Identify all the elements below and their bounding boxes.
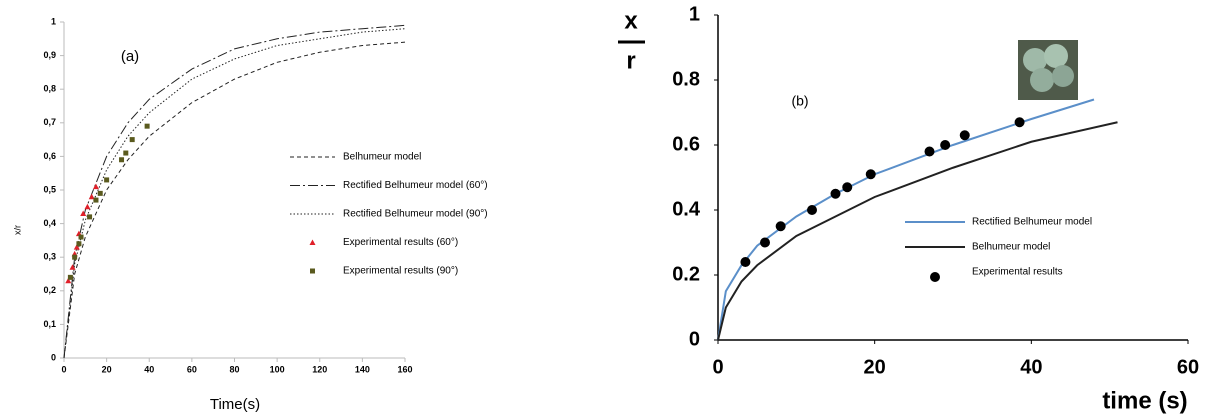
data-point: [69, 264, 76, 270]
y-tick-label: 0,4: [43, 218, 56, 228]
y-tick-label: 0,5: [43, 184, 56, 194]
data-point: [940, 140, 951, 150]
legend-label: Experimental results: [972, 267, 1063, 278]
data-point: [76, 241, 82, 247]
y-axis-title: x/r: [12, 225, 22, 235]
y-tick-label: 0,7: [43, 117, 56, 127]
legend-label: Belhumeur model: [343, 152, 421, 163]
y-axis-title: r: [626, 47, 635, 74]
data-point: [865, 169, 876, 180]
x-axis-title: Time(s): [210, 396, 260, 413]
y-tick-label: 0,9: [43, 50, 56, 60]
y-tick-label: 0: [51, 352, 56, 362]
data-point: [88, 193, 95, 200]
legend-label: Rectified Belhumeur model: [972, 217, 1092, 228]
series-line: [63, 24, 406, 359]
y-tick-label: 1: [689, 3, 700, 25]
x-tick-label: 40: [1020, 356, 1042, 378]
data-point: [65, 277, 72, 284]
data-point: [92, 183, 99, 190]
data-point: [740, 257, 751, 267]
legend-label: Rectified Belhumeur model (90°): [343, 209, 488, 220]
y-tick-label: 0: [689, 328, 700, 350]
x-tick-label: 20: [864, 356, 886, 378]
y-tick-label: 0,2: [43, 285, 56, 295]
legend-label: Rectified Belhumeur model (60°): [343, 180, 488, 191]
data-point: [80, 210, 87, 217]
data-point: [72, 254, 78, 260]
annotation: (b): [791, 93, 808, 109]
x-tick-label: 160: [397, 364, 412, 374]
data-point: [119, 157, 125, 163]
data-point: [129, 137, 135, 143]
x-tick-label: 100: [270, 364, 285, 374]
data-point: [924, 146, 935, 157]
photo-thumbnail: [1018, 40, 1078, 100]
data-point: [1014, 117, 1025, 128]
x-tick-label: 140: [355, 364, 370, 374]
data-point: [84, 203, 91, 210]
data-point: [73, 244, 80, 250]
legend-marker: [310, 268, 315, 274]
data-point: [144, 123, 150, 129]
data-point: [104, 177, 110, 183]
legend-label: Experimental results (60°): [343, 237, 458, 248]
x-tick-label: 80: [229, 364, 239, 374]
legend-marker: [930, 272, 940, 282]
y-tick-label: 0,6: [43, 151, 56, 161]
data-point: [78, 234, 84, 240]
data-point: [87, 214, 93, 220]
data-point: [959, 130, 970, 141]
annotation: (a): [121, 48, 139, 65]
y-tick-label: 0.4: [672, 198, 701, 220]
y-axis-title: x: [624, 7, 638, 34]
legend-label: Experimental results (90°): [343, 266, 458, 277]
data-point: [123, 150, 129, 156]
x-tick-label: 40: [144, 364, 154, 374]
y-tick-label: 0,1: [43, 319, 56, 329]
data-point: [93, 197, 99, 203]
data-point: [97, 190, 103, 196]
series-line: [717, 98, 1095, 341]
y-tick-label: 0.2: [672, 263, 700, 285]
x-tick-label: 0: [712, 356, 723, 378]
x-tick-label: 20: [102, 364, 112, 374]
y-tick-label: 0.8: [672, 68, 700, 90]
series-line: [63, 28, 406, 359]
series-line: [717, 121, 1118, 341]
y-tick-label: 0,3: [43, 252, 56, 262]
data-point: [830, 188, 841, 199]
y-tick-label: 1: [51, 16, 56, 26]
series-line: [63, 41, 406, 359]
legend-label: Belhumeur model: [972, 242, 1050, 253]
data-point: [842, 182, 853, 193]
y-tick-label: 0,8: [43, 84, 56, 94]
data-point: [67, 274, 73, 280]
data-point: [760, 237, 770, 248]
x-tick-label: 60: [187, 364, 197, 374]
x-tick-label: 0: [61, 364, 66, 374]
x-axis-title: time (s): [1102, 387, 1187, 414]
x-tick-label: 60: [1177, 356, 1199, 378]
x-tick-label: 120: [312, 364, 327, 374]
data-point: [807, 205, 817, 215]
y-tick-label: 0.6: [672, 133, 700, 155]
legend-marker: [309, 239, 316, 245]
data-point: [775, 221, 786, 232]
